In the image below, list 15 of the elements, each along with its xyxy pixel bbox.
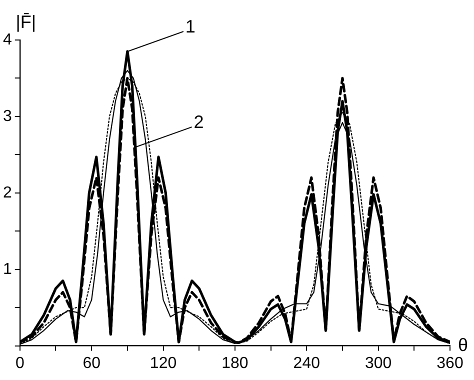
x-tick-label: 120 [150, 354, 177, 372]
x-tick-label: 360 [436, 354, 464, 372]
y-tick-label: 1 [2, 260, 12, 278]
y-tick-label: 2 [2, 184, 12, 202]
annotation: 2 [194, 112, 204, 132]
x-tick-label: 180 [222, 354, 248, 372]
x-tick-label: 60 [82, 354, 101, 372]
y-tick-label: 4 [2, 31, 12, 48]
annotation: 1 [185, 16, 196, 36]
x-tick-label: 0 [15, 354, 24, 372]
y-axis-title: |F̄| [16, 12, 36, 32]
x-axis-title: θ [458, 334, 468, 355]
x-tick-label: 240 [293, 354, 320, 372]
x-tick-label: 300 [364, 354, 392, 372]
y-tick-label: 3 [2, 108, 12, 125]
